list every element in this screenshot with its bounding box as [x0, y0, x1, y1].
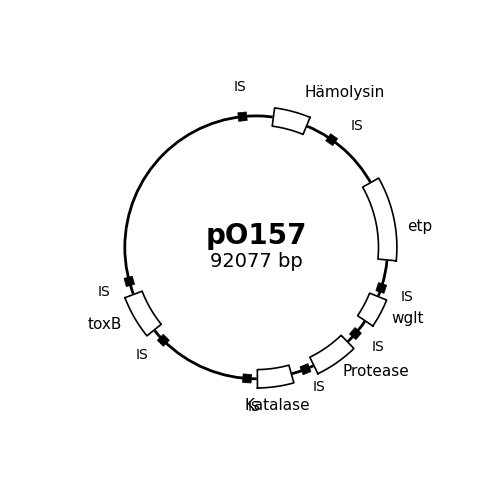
Text: wglt: wglt — [391, 311, 424, 326]
Text: Protease: Protease — [343, 364, 409, 379]
Text: IS: IS — [234, 80, 246, 95]
Polygon shape — [358, 293, 386, 326]
Text: IS: IS — [313, 381, 326, 395]
FancyBboxPatch shape — [300, 364, 311, 375]
Polygon shape — [125, 291, 162, 336]
Text: IS: IS — [351, 119, 364, 133]
Text: IS: IS — [247, 400, 260, 414]
Polygon shape — [362, 178, 397, 261]
Text: IS: IS — [372, 341, 384, 354]
Polygon shape — [272, 108, 310, 135]
Polygon shape — [258, 365, 294, 388]
Text: IS: IS — [98, 285, 110, 299]
FancyBboxPatch shape — [242, 374, 252, 383]
Text: IS: IS — [136, 348, 148, 362]
Polygon shape — [310, 335, 354, 374]
FancyBboxPatch shape — [350, 328, 362, 340]
Text: Katalase: Katalase — [244, 398, 310, 413]
Text: toxB: toxB — [88, 317, 122, 332]
Text: pO157: pO157 — [206, 222, 307, 249]
FancyBboxPatch shape — [124, 276, 134, 287]
Text: Hämolysin: Hämolysin — [304, 85, 384, 100]
Text: 92077 bp: 92077 bp — [210, 252, 302, 271]
FancyBboxPatch shape — [376, 283, 386, 294]
Text: IS: IS — [400, 290, 413, 304]
FancyBboxPatch shape — [158, 334, 170, 346]
FancyBboxPatch shape — [326, 134, 338, 146]
FancyBboxPatch shape — [238, 112, 247, 121]
Text: etp: etp — [407, 219, 432, 234]
